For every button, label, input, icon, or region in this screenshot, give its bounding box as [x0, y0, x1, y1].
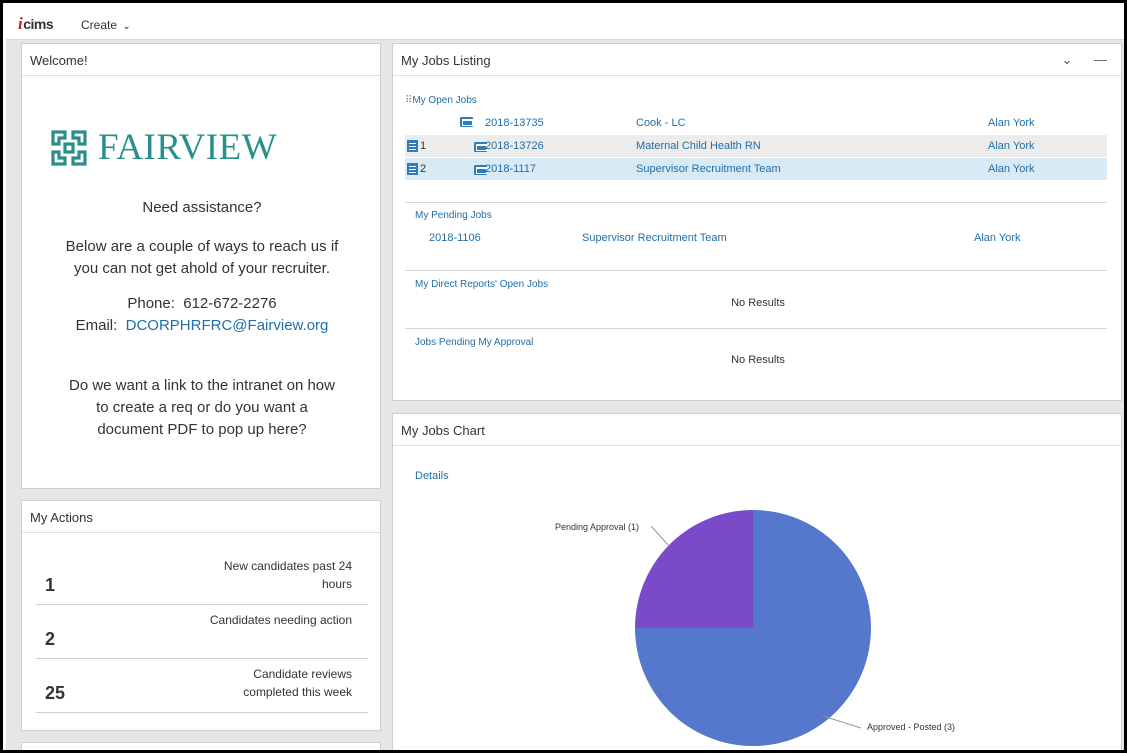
note-line-3: document PDF to pop up here? [97, 421, 307, 438]
fairview-logo: FAIRVIEW [50, 126, 277, 169]
action-count: 2 [45, 629, 56, 649]
my-jobs-chart-title: My Jobs Chart [393, 414, 1121, 446]
job-owner-link[interactable]: Alan York [988, 117, 1035, 129]
action-label: Candidate reviews completed this week [243, 667, 352, 699]
table-row[interactable]: 2 2018-1117 Supervisor Recruitment Team … [405, 158, 1107, 180]
my-jobs-chart-panel: My Jobs Chart Details Approved - Posted … [392, 413, 1122, 750]
direct-reports-heading[interactable]: My Direct Reports' Open Jobs [415, 279, 549, 290]
section-divider [405, 202, 1107, 203]
action-row[interactable]: 2 Candidates needing action [36, 605, 368, 659]
job-preview-icon[interactable] [474, 142, 488, 152]
pie-slice-label: Pending Approval (1) [555, 522, 639, 532]
pie-slice[interactable] [635, 510, 753, 628]
my-open-jobs-heading[interactable]: ⠿My Open Jobs [405, 95, 477, 106]
document-icon[interactable] [407, 163, 418, 175]
job-req-link[interactable]: 2018-13726 [485, 140, 544, 152]
job-preview-icon[interactable] [460, 117, 473, 127]
panel-tools: ⌄ — [1043, 52, 1107, 68]
assist-line-2: you can not get ahold of your recruiter. [74, 260, 330, 277]
assist-line-1: Below are a couple of ways to reach us i… [65, 238, 339, 255]
pending-approval-heading[interactable]: Jobs Pending My Approval [415, 337, 534, 348]
job-req-link[interactable]: 2018-13735 [485, 117, 544, 129]
logo-i: i [18, 14, 23, 33]
job-owner-link[interactable]: Alan York [974, 232, 1021, 244]
my-pending-jobs-heading[interactable]: My Pending Jobs [415, 210, 492, 221]
job-owner-link[interactable]: Alan York [988, 140, 1035, 152]
pie-slice-label: Approved - Posted (3) [867, 722, 955, 732]
email-label: Email: [75, 317, 118, 334]
assist-heading: Need assistance? [142, 199, 262, 216]
details-link[interactable]: Details [415, 470, 449, 482]
job-preview-icon[interactable] [474, 165, 488, 175]
fairview-emblem-icon [51, 129, 87, 166]
note-line-1: Do we want a link to the intranet on how [69, 377, 335, 394]
phone-line: Phone: 612-672-2276 [22, 293, 382, 315]
create-label: Create [81, 18, 118, 32]
jobs-pie-chart: Approved - Posted (3) Pending Approval (1… [555, 510, 955, 746]
document-icon[interactable] [407, 140, 418, 152]
my-actions-title: My Actions [22, 501, 380, 533]
email-link[interactable]: DCORPHRFRC@Fairview.org [125, 317, 329, 334]
icims-logo[interactable]: iCIMS [18, 14, 54, 34]
minimize-icon[interactable]: — [1094, 52, 1107, 67]
table-row[interactable]: 1 2018-13726 Maternal Child Health RN Al… [405, 135, 1107, 157]
job-title-link[interactable]: Supervisor Recruitment Team [582, 232, 727, 244]
email-line: Email: DCORPHRFRC@Fairview.org [22, 315, 382, 337]
job-title-link[interactable]: Supervisor Recruitment Team [636, 163, 781, 175]
my-jobs-listing-title: My Jobs Listing [393, 44, 1121, 76]
table-row[interactable]: 2018-13735 Cook - LC Alan York [405, 112, 1107, 134]
top-navigation-bar: iCIMS Create ⌄ [6, 6, 1124, 40]
action-count: 25 [45, 683, 66, 703]
doc-count-badge: 2 [420, 163, 427, 175]
job-req-link[interactable]: 2018-1106 [429, 232, 481, 244]
collapse-chevron-icon[interactable]: ⌄ [1061, 52, 1073, 67]
section-divider [405, 328, 1107, 329]
pending-approval-no-results: No Results [731, 354, 785, 366]
chevron-down-icon: ⌄ [122, 21, 131, 32]
my-open-jobs-label: My Open Jobs [412, 95, 477, 106]
note-line-2: to create a req or do you want a [96, 399, 308, 416]
action-label: New candidates past 24 hours [223, 559, 352, 591]
my-jobs-listing-panel: My Jobs Listing ⌄ — ⠿My Open Jobs 2018-1… [392, 43, 1122, 401]
phone-label: Phone: [127, 295, 175, 312]
table-row[interactable]: 2018-1106 Supervisor Recruitment Team Al… [417, 227, 1119, 249]
fairview-wordmark: FAIRVIEW [98, 127, 278, 168]
doc-count-badge: 1 [420, 140, 427, 152]
welcome-panel: Welcome! FAIRVIEW Need assistance? Below… [21, 43, 381, 489]
next-panel-edge [21, 742, 381, 750]
job-req-link[interactable]: 2018-1117 [485, 163, 536, 175]
welcome-panel-title: Welcome! [22, 44, 380, 76]
job-owner-link[interactable]: Alan York [988, 163, 1035, 175]
section-divider [405, 270, 1107, 271]
action-row[interactable]: 1 New candidates past 24 hours [36, 551, 368, 605]
action-count: 1 [45, 575, 56, 595]
action-label: Candidates needing action [209, 613, 352, 627]
pie-label-leader [650, 525, 670, 547]
action-row[interactable]: 25 Candidate reviews completed this week [36, 659, 368, 713]
job-title-link[interactable]: Maternal Child Health RN [636, 140, 761, 152]
logo-text: CIMS [23, 16, 54, 32]
pie-label-leader [822, 715, 862, 729]
direct-reports-no-results: No Results [731, 297, 785, 309]
dashboard-canvas: Welcome! FAIRVIEW Need assistance? Below… [6, 40, 1124, 750]
drag-grip-icon[interactable]: ⠿ [405, 95, 413, 106]
job-title-link[interactable]: Cook - LC [636, 117, 686, 129]
create-menu-button[interactable]: Create ⌄ [81, 18, 131, 32]
my-actions-panel: My Actions 1 New candidates past 24 hour… [21, 500, 381, 731]
phone-number: 612-672-2276 [183, 295, 277, 312]
